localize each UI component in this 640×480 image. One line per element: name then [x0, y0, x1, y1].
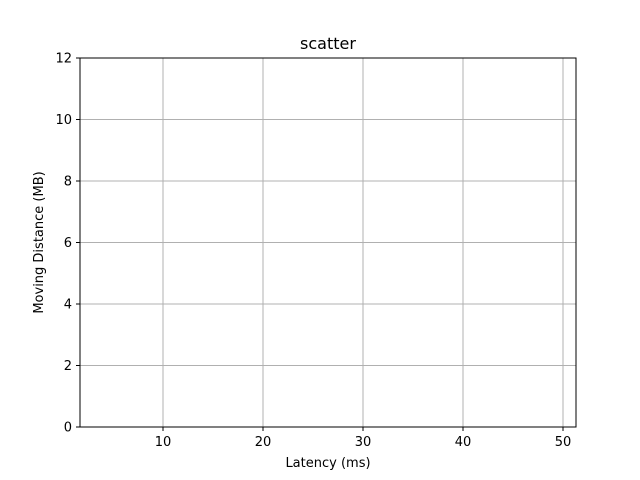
x-tick-label: 30 — [355, 435, 372, 450]
x-tick-label: 10 — [155, 435, 172, 450]
y-axis-ticks: 0 2 4 6 8 10 12 — [55, 52, 80, 436]
chart-title: scatter — [300, 34, 356, 53]
x-axis-ticks: 10 20 30 40 50 — [155, 427, 572, 450]
y-tick-label: 0 — [64, 421, 72, 436]
y-tick-label: 10 — [55, 113, 72, 128]
y-tick-label: 4 — [64, 298, 72, 313]
y-tick-label: 8 — [64, 175, 72, 190]
y-axis-label: Moving Distance (MB) — [32, 171, 47, 313]
x-axis-label: Latency (ms) — [285, 456, 370, 471]
x-tick-label: 20 — [255, 435, 272, 450]
y-tick-label: 2 — [64, 359, 72, 374]
x-tick-label: 50 — [555, 435, 572, 450]
y-tick-label: 12 — [55, 52, 72, 67]
y-tick-label: 6 — [64, 236, 72, 251]
x-tick-label: 40 — [455, 435, 472, 450]
